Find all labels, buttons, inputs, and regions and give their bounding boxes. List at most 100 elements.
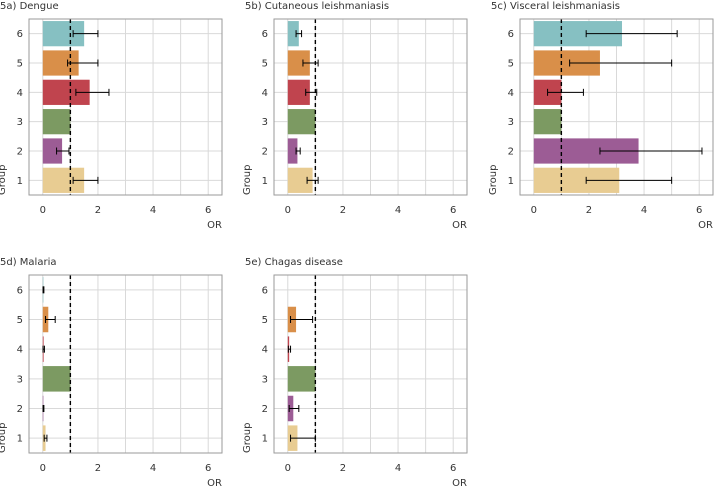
error-bar-group-2 bbox=[288, 405, 300, 412]
bar-group-3 bbox=[287, 366, 316, 392]
x-tick-label: 4 bbox=[150, 463, 156, 474]
error-bar-group-2 bbox=[295, 147, 301, 155]
error-bar-group-5 bbox=[67, 59, 99, 67]
y-tick-label: 6 bbox=[262, 285, 268, 296]
bar-group-6 bbox=[287, 21, 299, 47]
x-tick-label: 2 bbox=[95, 205, 101, 216]
x-tick-label: 2 bbox=[586, 205, 592, 216]
x-tick-label: 6 bbox=[205, 205, 211, 216]
chart-panel-3: 5c) Visceral leishmaniasis 1 2 3 4 5 6 0 2 4 6 OR Gr… bbox=[488, 1, 714, 231]
error-bar-group-2 bbox=[42, 405, 45, 412]
error-bar-group-4 bbox=[42, 345, 45, 353]
x-axis-title: OR bbox=[452, 478, 467, 487]
y-tick-label: 2 bbox=[508, 147, 514, 158]
x-tick-label: 0 bbox=[40, 205, 46, 216]
y-tick-label: 5 bbox=[262, 315, 268, 326]
x-tick-label: 0 bbox=[531, 205, 537, 216]
error-bar-group-1 bbox=[72, 176, 99, 184]
x-axis-title: OR bbox=[698, 220, 713, 231]
panel-title: 5a) Dengue bbox=[0, 1, 59, 12]
error-bar-group-1 bbox=[290, 434, 316, 442]
x-tick-label: 0 bbox=[285, 205, 291, 216]
y-axis-title: Group bbox=[488, 165, 499, 195]
chart-panel-4: 5d) Malaria 1 2 3 4 5 6 0 2 4 6 OR Group bbox=[0, 257, 223, 487]
bar-group-4 bbox=[287, 79, 310, 105]
error-bar-group-6 bbox=[295, 30, 303, 38]
y-tick-label: 1 bbox=[17, 434, 23, 445]
y-tick-label: 5 bbox=[262, 59, 268, 70]
plot-frame bbox=[28, 274, 223, 454]
bar-group-3 bbox=[42, 366, 71, 392]
panel-title: 5e) Chagas disease bbox=[245, 257, 343, 268]
y-tick-label: 3 bbox=[17, 117, 23, 128]
panel-title: 5d) Malaria bbox=[0, 257, 56, 268]
bar-group-5 bbox=[287, 50, 310, 76]
x-tick-label: 6 bbox=[205, 463, 211, 474]
y-tick-label: 3 bbox=[508, 117, 514, 128]
plot-frame bbox=[519, 18, 714, 196]
y-tick-label: 6 bbox=[508, 29, 514, 40]
y-tick-label: 1 bbox=[17, 176, 23, 187]
error-bar-group-5 bbox=[302, 59, 319, 67]
y-tick-label: 3 bbox=[262, 374, 268, 385]
bar-group-3 bbox=[42, 109, 71, 135]
y-tick-label: 1 bbox=[262, 176, 268, 187]
plot-frame bbox=[273, 18, 468, 196]
y-axis-title: Group bbox=[242, 423, 253, 453]
error-bar-group-5 bbox=[45, 316, 56, 323]
error-bar-group-6 bbox=[72, 30, 99, 38]
x-axis-title: OR bbox=[452, 220, 467, 231]
x-axis-title: OR bbox=[207, 478, 222, 487]
y-axis-title: Group bbox=[0, 423, 8, 453]
y-tick-label: 4 bbox=[508, 88, 514, 99]
chart-panel-1: 5a) Dengue 1 2 3 4 5 6 0 2 4 6 OR Group bbox=[0, 1, 223, 231]
error-bar-group-1 bbox=[585, 176, 673, 184]
x-tick-label: 6 bbox=[696, 205, 702, 216]
bar-group-2 bbox=[42, 138, 63, 164]
y-tick-label: 5 bbox=[508, 59, 514, 70]
y-axis-title: Group bbox=[242, 165, 253, 195]
x-axis-title: OR bbox=[207, 220, 222, 231]
y-tick-label: 5 bbox=[17, 59, 23, 70]
x-tick-label: 4 bbox=[395, 205, 401, 216]
bar-group-2 bbox=[287, 138, 298, 164]
x-tick-label: 0 bbox=[285, 463, 291, 474]
y-tick-label: 4 bbox=[17, 88, 23, 99]
error-bar-group-4 bbox=[305, 88, 318, 96]
x-tick-label: 6 bbox=[450, 205, 456, 216]
plot-frame bbox=[273, 274, 468, 454]
y-tick-label: 2 bbox=[17, 147, 23, 158]
y-tick-label: 4 bbox=[262, 345, 268, 356]
x-tick-label: 0 bbox=[40, 463, 46, 474]
y-tick-label: 1 bbox=[508, 176, 514, 187]
x-tick-label: 6 bbox=[450, 463, 456, 474]
error-bar-group-2 bbox=[599, 147, 703, 155]
y-tick-label: 1 bbox=[262, 434, 268, 445]
bar-group-3 bbox=[287, 109, 316, 135]
x-tick-label: 4 bbox=[150, 205, 156, 216]
error-bar-group-5 bbox=[290, 316, 314, 323]
error-bar-group-4 bbox=[75, 88, 110, 96]
y-tick-label: 2 bbox=[262, 404, 268, 415]
y-tick-label: 2 bbox=[17, 404, 23, 415]
y-tick-label: 6 bbox=[17, 285, 23, 296]
error-bar-group-4 bbox=[287, 345, 292, 353]
y-axis-title: Group bbox=[0, 165, 8, 195]
y-tick-label: 3 bbox=[262, 117, 268, 128]
panel-title: 5b) Cutaneous leishmaniasis bbox=[245, 1, 389, 12]
x-tick-label: 4 bbox=[641, 205, 647, 216]
error-bar-group-2 bbox=[56, 147, 70, 155]
plot-frame bbox=[28, 18, 223, 196]
error-bar-group-6 bbox=[42, 286, 45, 294]
error-bar-group-1 bbox=[306, 176, 319, 184]
y-tick-label: 3 bbox=[17, 374, 23, 385]
y-tick-label: 4 bbox=[262, 88, 268, 99]
bar-group-3 bbox=[533, 109, 562, 135]
x-tick-label: 2 bbox=[95, 463, 101, 474]
x-tick-label: 2 bbox=[340, 205, 346, 216]
error-bar-group-4 bbox=[547, 88, 584, 96]
x-tick-label: 4 bbox=[395, 463, 401, 474]
y-tick-label: 4 bbox=[17, 345, 23, 356]
y-tick-label: 2 bbox=[262, 147, 268, 158]
